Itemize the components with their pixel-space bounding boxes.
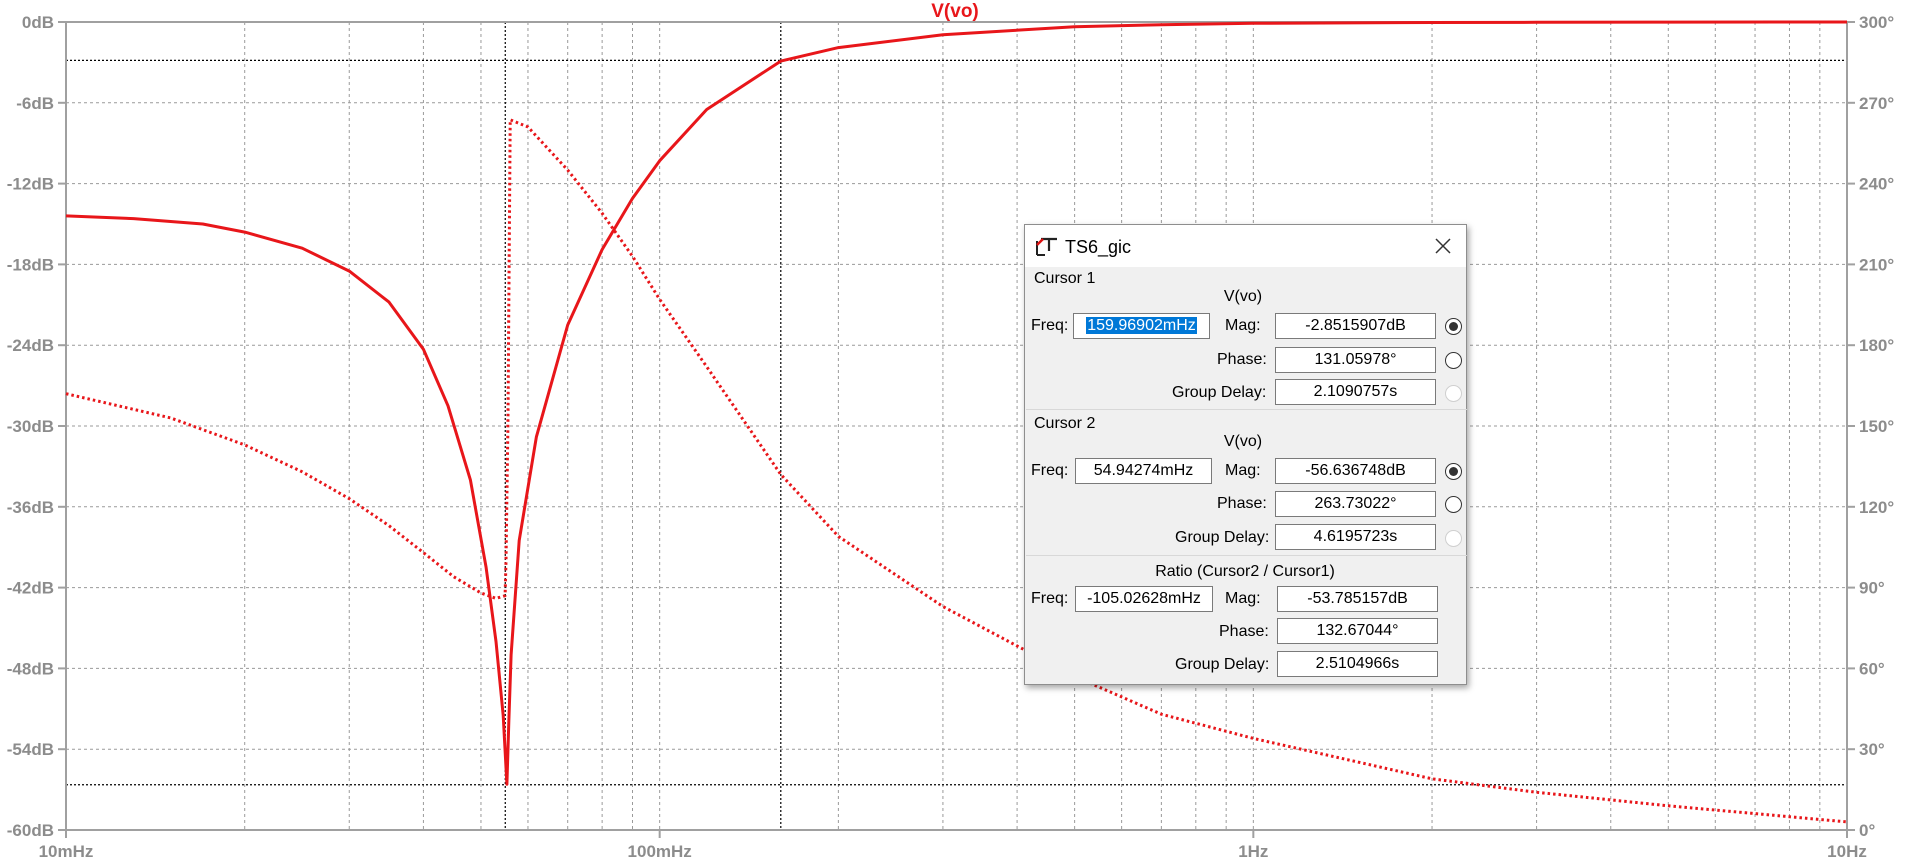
dialog-title: TS6_gic [1065,237,1132,257]
grid-lines [66,22,1847,830]
y-right-tick-label: 60° [1859,659,1885,678]
y-right-tick-label: 90° [1859,579,1885,598]
phase-trace[interactable] [65,118,1848,824]
cursor1-freq-field[interactable]: 159.96902mHz [1073,313,1210,339]
ratio-phase-field[interactable]: 132.67044° [1277,618,1438,644]
cursor1-mag-radio[interactable] [1445,318,1462,335]
y-right-tick-label: 270° [1859,94,1894,113]
cursor2-mag-label: Mag: [1225,462,1261,479]
divider [1026,409,1467,410]
ratio-gd-label: Group Delay: [1175,656,1270,673]
chart-title[interactable]: V(vo) [931,1,979,22]
cursor2-phase-radio[interactable] [1445,496,1462,513]
y-left-tick-label: 0dB [22,13,54,32]
magnitude-trace[interactable] [65,20,1848,786]
cursor2-gd-field[interactable]: 4.6195723s [1275,524,1436,550]
cursor1-heading: Cursor 1 [1034,270,1096,287]
cursor2-trace: V(vo) [1223,433,1263,450]
cursor2-mag-field[interactable]: -56.636748dB [1275,458,1436,484]
x-tick-label: 100mHz [628,842,692,861]
y-left-tick-label: -18dB [7,255,54,274]
cursor1-phase-label: Phase: [1217,351,1267,368]
cursor1-freq-label: Freq: [1031,317,1069,334]
x-tick-label: 1Hz [1238,842,1268,861]
y-left-tick-label: -24dB [7,336,54,355]
tick-labels: 0dB -6dB -12dB -18dB -24dB -30dB -36dB -42dB -48… [7,13,1895,861]
y-right-tick-label: 0° [1859,821,1875,840]
cursor-dialog[interactable]: TS6_gic Cursor 1 V(vo) Freq: 159.96902mH… [1024,224,1467,685]
cursor2-mag-radio[interactable] [1445,463,1462,480]
y-right-tick-label: 300° [1859,13,1894,32]
cursor1-trace: V(vo) [1223,288,1263,305]
ltspice-icon [1036,237,1057,256]
cursor1-phase-radio[interactable] [1445,352,1462,369]
cursor2-freq-label: Freq: [1031,462,1069,479]
y-right-tick-label: 210° [1859,255,1894,274]
y-left-tick-label: -30dB [7,417,54,436]
y-left-tick-label: -60dB [7,821,54,840]
y-left-tick-label: -36dB [7,498,54,517]
cursor1-mag-label: Mag: [1225,317,1261,334]
divider [1026,555,1467,556]
cursor2-heading: Cursor 2 [1034,415,1096,432]
y-right-tick-label: 240° [1859,175,1894,194]
y-left-tick-label: -48dB [7,659,54,678]
cursor2-phase-field[interactable]: 263.73022° [1275,491,1436,517]
cursor2-gd-radio[interactable] [1445,530,1462,547]
traces [65,20,1848,824]
cursor1-gd-label: Group Delay: [1172,384,1267,401]
cursor-lines [66,22,1847,830]
ratio-gd-field[interactable]: 2.5104966s [1277,651,1438,677]
x-tick-label: 10Hz [1827,842,1867,861]
y-right-tick-label: 180° [1859,336,1894,355]
plot-frame [58,21,1855,838]
ratio-mag-field[interactable]: -53.785157dB [1277,586,1438,612]
cursor1-gd-field[interactable]: 2.1090757s [1275,379,1436,405]
ratio-freq-field[interactable]: -105.02628mHz [1075,586,1213,612]
y-left-tick-label: -12dB [7,175,54,194]
cursor2-freq-field[interactable]: 54.94274mHz [1075,458,1212,484]
close-icon[interactable] [1430,233,1456,259]
y-right-tick-label: 30° [1859,740,1885,759]
y-right-tick-label: 150° [1859,417,1894,436]
ratio-phase-label: Phase: [1219,623,1269,640]
cursor1-mag-field[interactable]: -2.8515907dB [1275,313,1436,339]
x-tick-label: 10mHz [39,842,94,861]
y-left-tick-label: -6dB [16,94,54,113]
y-left-tick-label: -54dB [7,740,54,759]
cursor1-gd-radio[interactable] [1445,385,1462,402]
dialog-titlebar[interactable]: TS6_gic [1025,225,1466,267]
ratio-mag-label: Mag: [1225,590,1261,607]
cursor2-gd-label: Group Delay: [1175,529,1270,546]
ratio-heading: Ratio (Cursor2 / Cursor1) [1155,563,1335,580]
y-right-tick-label: 120° [1859,498,1894,517]
ratio-freq-label: Freq: [1031,590,1069,607]
cursor1-phase-field[interactable]: 131.05978° [1275,347,1436,373]
y-left-tick-label: -42dB [7,579,54,598]
cursor2-phase-label: Phase: [1217,495,1267,512]
